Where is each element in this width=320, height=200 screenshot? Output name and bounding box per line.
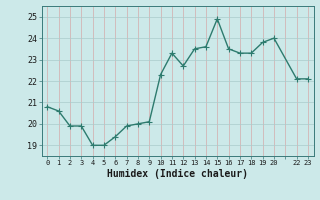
X-axis label: Humidex (Indice chaleur): Humidex (Indice chaleur) xyxy=(107,169,248,179)
